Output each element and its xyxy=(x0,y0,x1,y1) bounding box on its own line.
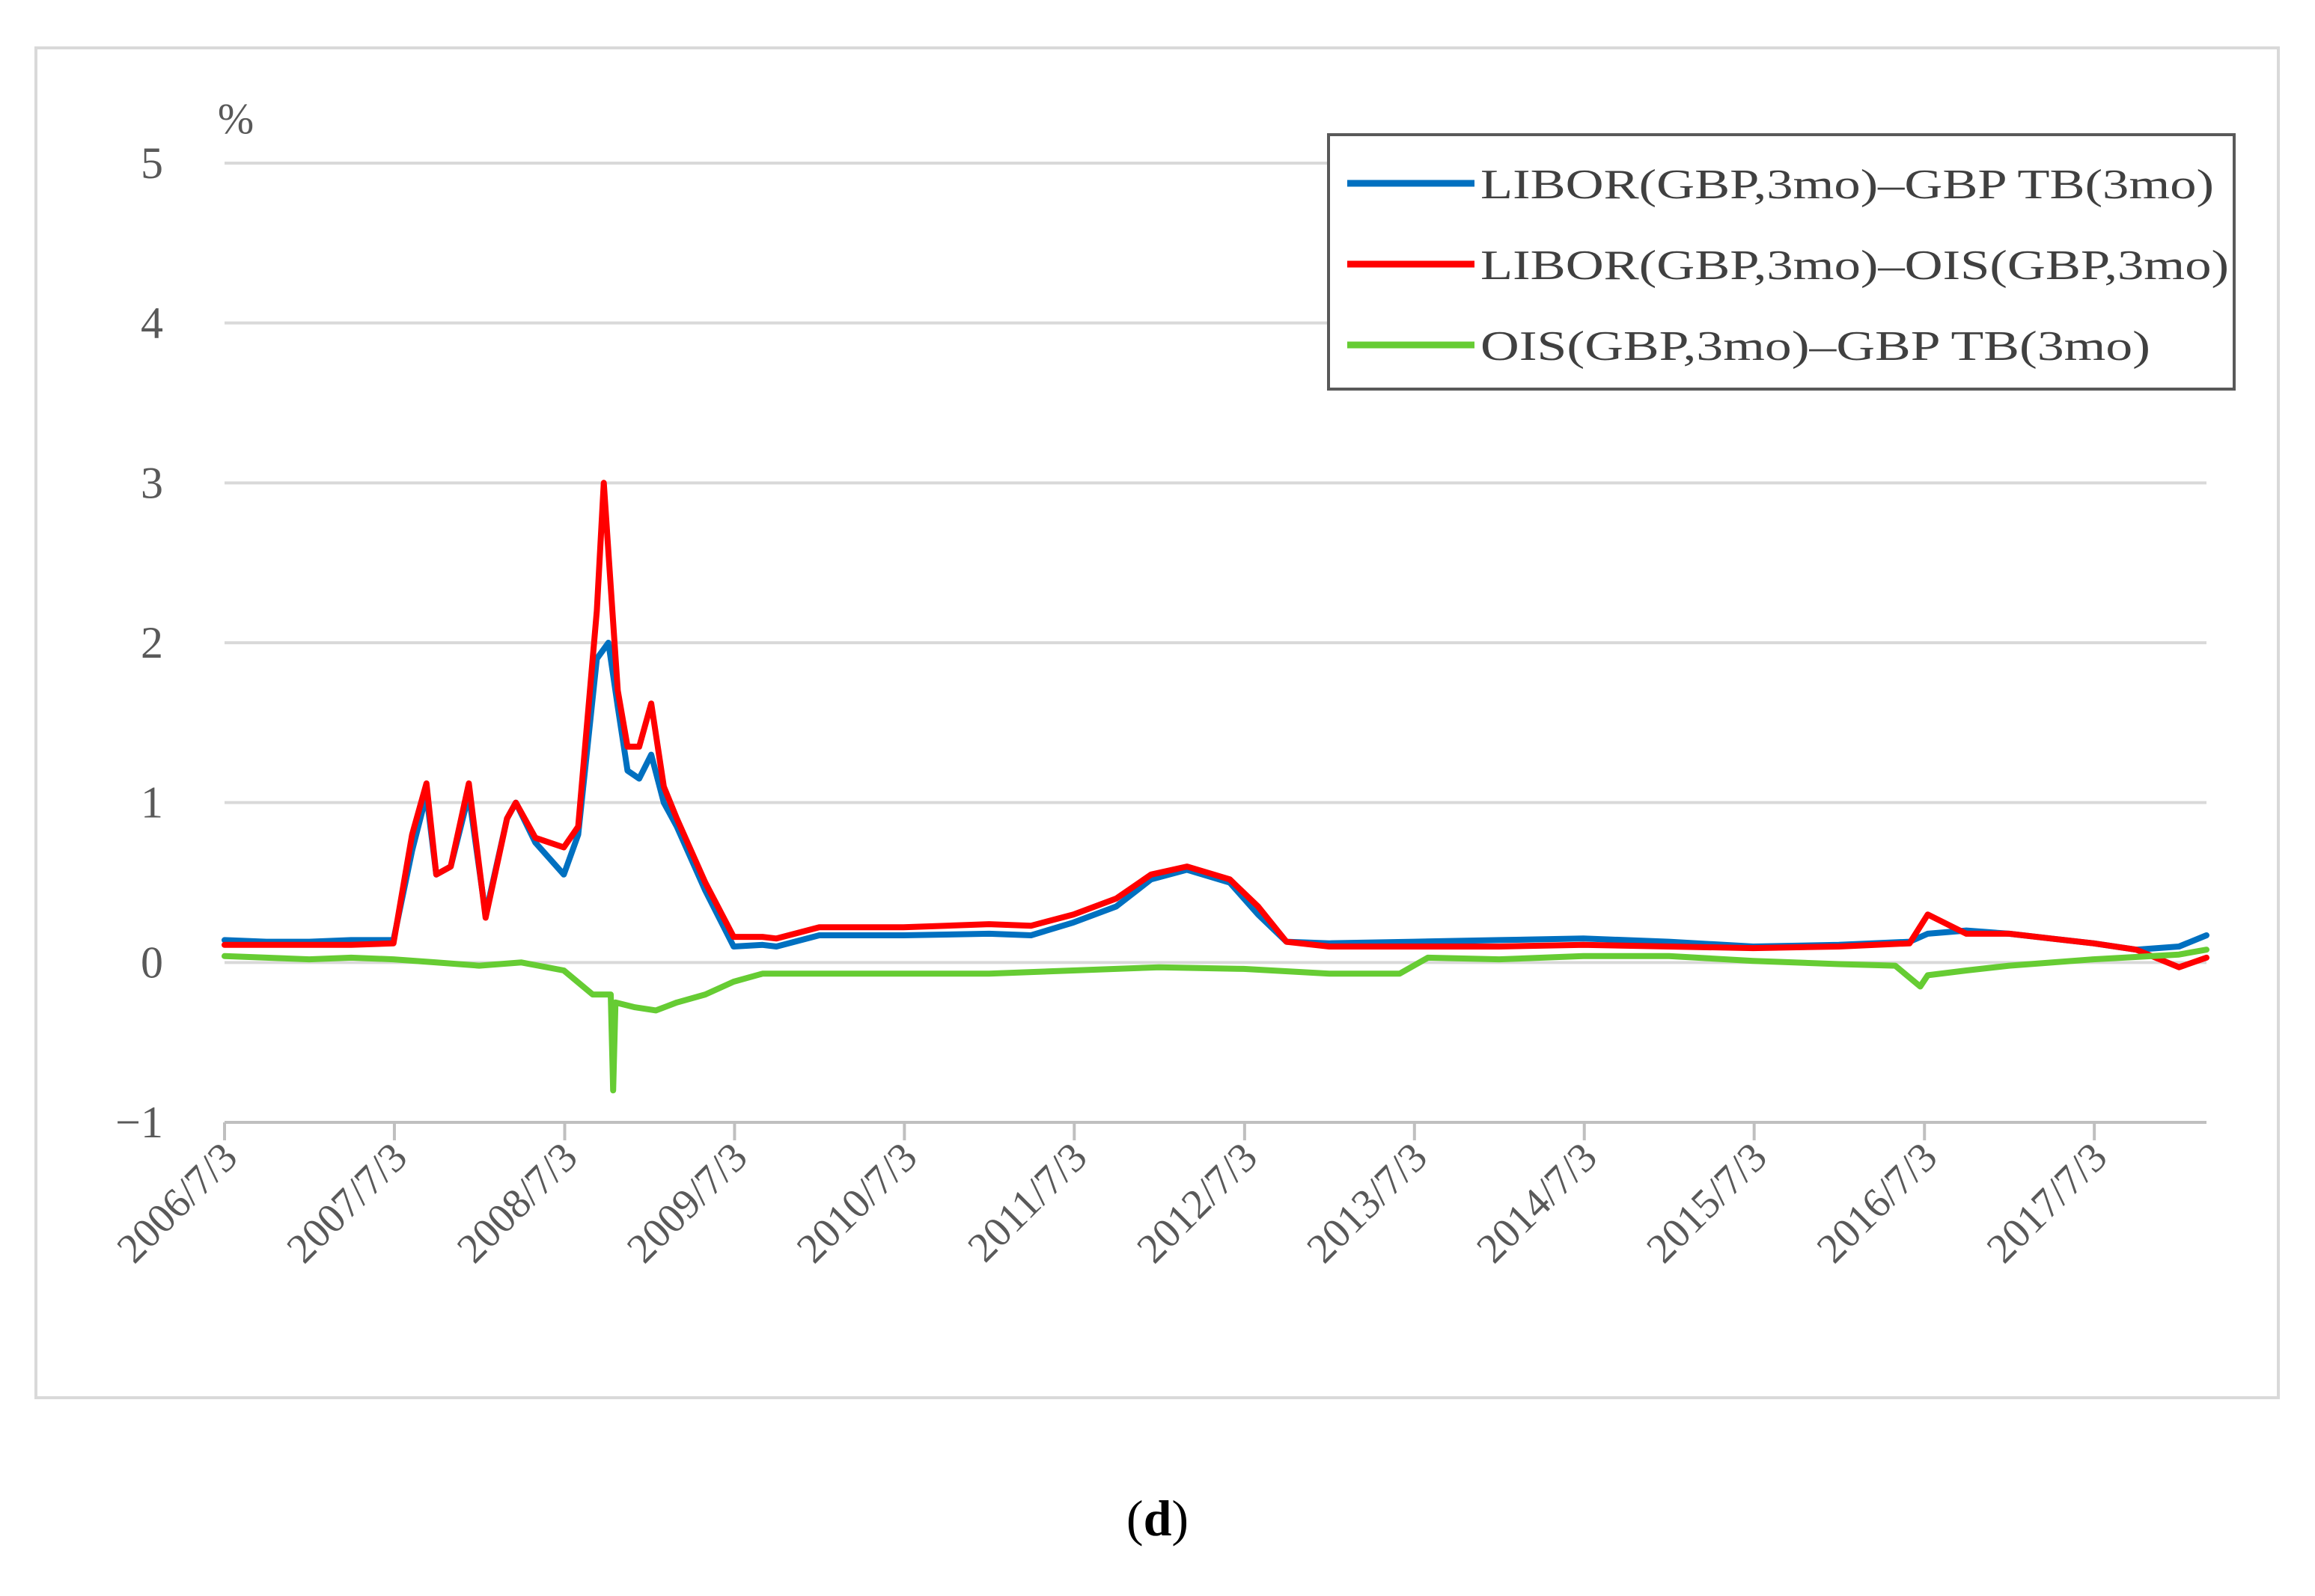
y-tick-label: 2 xyxy=(141,618,163,667)
series-lines xyxy=(222,480,2209,1094)
series-line-3 xyxy=(222,947,2209,1094)
y-tick-label: 1 xyxy=(141,778,163,828)
y-unit-label: % xyxy=(218,94,254,143)
caption-close: ) xyxy=(1171,1490,1189,1547)
legend-label-3: OIS(GBP,3mo)–GBP TB(3mo) xyxy=(1480,323,2150,370)
legend-box xyxy=(1327,133,2236,391)
y-tick-label: 4 xyxy=(141,299,163,348)
y-tick-label: 3 xyxy=(141,458,163,507)
figure-caption: (d) xyxy=(0,1489,2315,1548)
y-tick-label: 0 xyxy=(141,938,163,987)
y-tick-label: −1 xyxy=(115,1098,163,1147)
caption-letter: d xyxy=(1143,1490,1172,1547)
caption-open: ( xyxy=(1126,1490,1144,1547)
legend: LIBOR(GBP,3mo)–GBP TB(3mo) LIBOR(GBP,3mo)… xyxy=(1327,133,2236,391)
legend-label-1: LIBOR(GBP,3mo)–GBP TB(3mo) xyxy=(1480,162,2214,208)
y-tick-label: 5 xyxy=(141,138,163,188)
series-line-2 xyxy=(222,480,2209,970)
legend-label-2: LIBOR(GBP,3mo)–OIS(GBP,3mo) xyxy=(1480,242,2229,289)
